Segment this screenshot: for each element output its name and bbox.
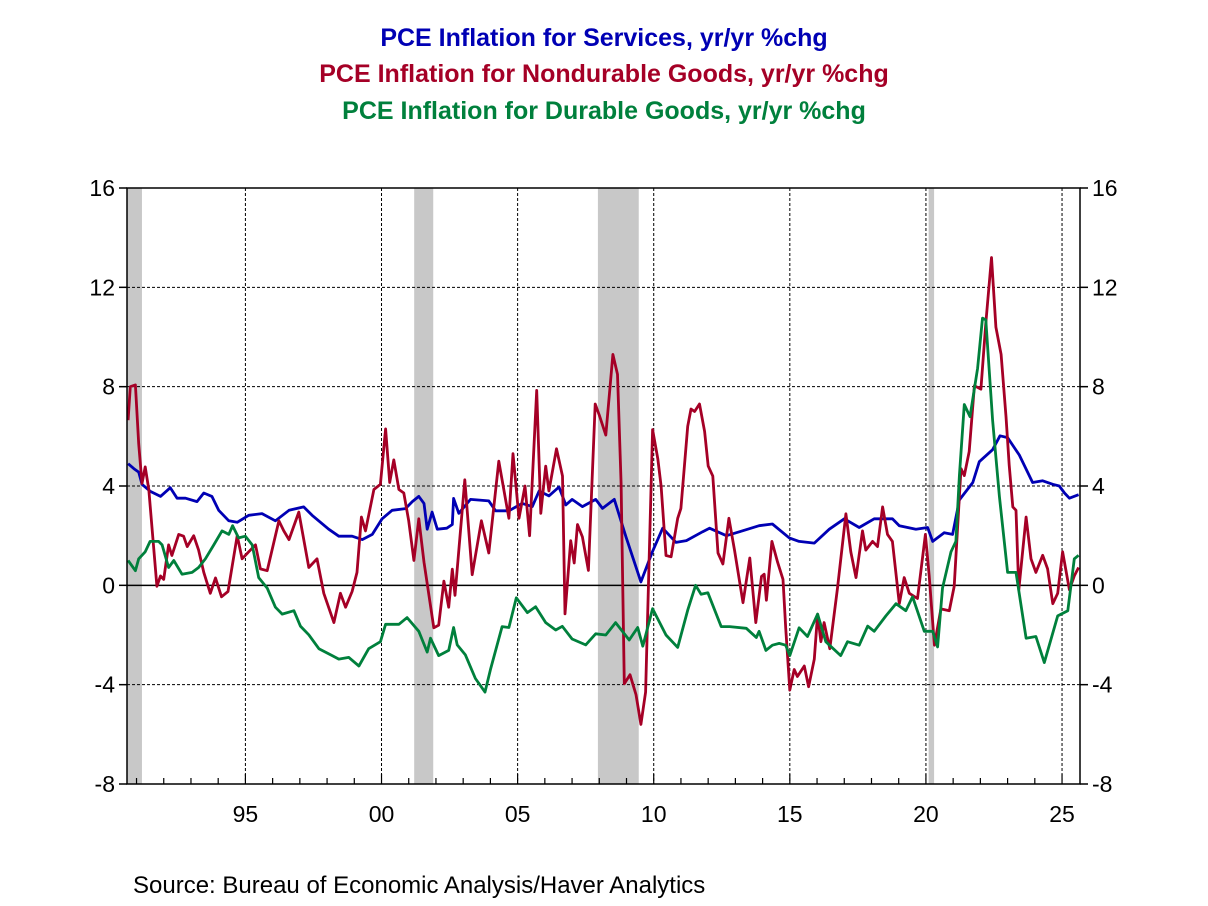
y-tick-label-left: -8 xyxy=(95,771,115,797)
title-services: PCE Inflation for Services, yr/yr %chg xyxy=(380,24,828,52)
x-tick-label: 10 xyxy=(641,801,667,827)
y-tick-label-right: 8 xyxy=(1092,374,1105,400)
title-nondurables: PCE Inflation for Nondurable Goods, yr/y… xyxy=(319,60,889,88)
x-tick-label: 95 xyxy=(233,801,259,827)
title-durables: PCE Inflation for Durable Goods, yr/yr %… xyxy=(342,97,866,125)
plot-frame xyxy=(126,187,1081,785)
recession-band xyxy=(928,188,935,784)
x-tick-label: 00 xyxy=(369,801,395,827)
y-tick-label-right: -4 xyxy=(1092,672,1113,698)
y-tick-label-right: 0 xyxy=(1092,572,1105,598)
y-tick-label-left: 16 xyxy=(89,175,115,201)
x-tick-label: 25 xyxy=(1049,801,1075,827)
y-tick-label-left: 0 xyxy=(102,572,115,598)
y-tick-label-right: 16 xyxy=(1092,175,1118,201)
x-tick-label: 20 xyxy=(913,801,939,827)
y-tick-label-left: 4 xyxy=(102,473,115,499)
source-note: Source: Bureau of Economic Analysis/Have… xyxy=(133,872,706,899)
x-tick-label: 05 xyxy=(505,801,531,827)
y-tick-label-left: 12 xyxy=(89,274,115,300)
x-tick-label: 15 xyxy=(777,801,803,827)
series-line-pce-inflation-for-nondurable-goods xyxy=(126,256,1080,726)
series-line-pce-inflation-for-durable-goods xyxy=(126,316,1080,694)
y-tick-label-right: 4 xyxy=(1092,473,1105,499)
y-tick-label-left: -4 xyxy=(95,672,116,698)
y-tick-label-right: -8 xyxy=(1092,771,1112,797)
y-tick-label-left: 8 xyxy=(102,374,115,400)
y-tick-label-right: 12 xyxy=(1092,274,1118,300)
series-line-pce-inflation-for-services xyxy=(127,434,1080,584)
